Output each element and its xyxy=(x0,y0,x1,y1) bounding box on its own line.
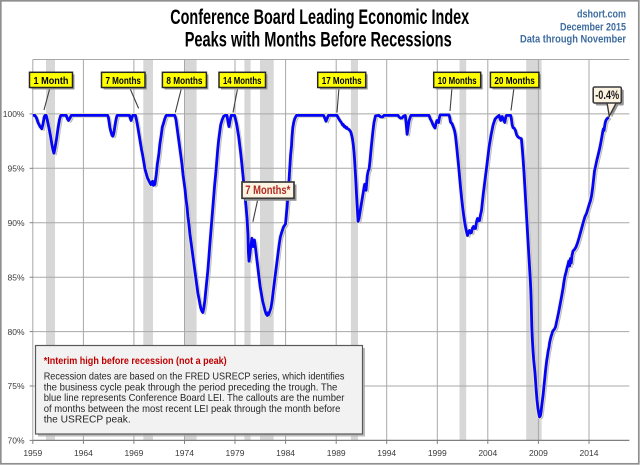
svg-text:80%: 80% xyxy=(7,327,24,337)
svg-text:December 2015: December 2015 xyxy=(560,21,626,33)
svg-text:1959: 1959 xyxy=(23,448,42,458)
svg-text:the business cycle peak throug: the business cycle peak through the peri… xyxy=(44,382,338,393)
svg-text:20 Months: 20 Months xyxy=(494,76,535,87)
svg-text:1989: 1989 xyxy=(327,448,346,458)
svg-text:blue line represents Conferenc: blue line represents Conference Board LE… xyxy=(44,393,345,404)
svg-text:2004: 2004 xyxy=(478,448,497,458)
svg-text:1 Month: 1 Month xyxy=(34,76,69,87)
svg-text:7 Months*: 7 Months* xyxy=(245,183,290,197)
svg-text:of months between the most rec: of months between the most recent LEI pe… xyxy=(44,404,341,415)
svg-text:2009: 2009 xyxy=(529,448,548,458)
svg-text:Data through November: Data through November xyxy=(520,34,627,46)
svg-text:70%: 70% xyxy=(7,436,24,446)
svg-text:1994: 1994 xyxy=(377,448,396,458)
svg-text:1999: 1999 xyxy=(428,448,447,458)
svg-text:10 Months: 10 Months xyxy=(438,76,477,87)
svg-text:1979: 1979 xyxy=(226,448,245,458)
svg-text:1964: 1964 xyxy=(74,448,93,458)
svg-text:85%: 85% xyxy=(7,272,24,282)
svg-text:the USRECP peak.: the USRECP peak. xyxy=(44,415,131,426)
svg-text:7 Months: 7 Months xyxy=(105,76,141,87)
svg-text:75%: 75% xyxy=(7,381,24,391)
svg-text:Peaks with Months Before Reces: Peaks with Months Before Recessions xyxy=(185,28,452,52)
svg-text:-0.4%: -0.4% xyxy=(595,88,619,102)
svg-text:95%: 95% xyxy=(7,164,24,174)
svg-text:1974: 1974 xyxy=(175,448,194,458)
svg-text:dshort.com: dshort.com xyxy=(577,9,626,21)
svg-text:17 Months: 17 Months xyxy=(322,76,362,87)
svg-text:Recession dates are based on t: Recession dates are based on the FRED US… xyxy=(44,372,345,383)
svg-text:*Interim high before recession: *Interim high before recession (not a pe… xyxy=(44,356,227,367)
svg-text:100%: 100% xyxy=(3,109,25,119)
svg-text:14 Months: 14 Months xyxy=(223,76,262,87)
svg-text:8 Months: 8 Months xyxy=(166,76,202,87)
svg-text:90%: 90% xyxy=(7,218,24,228)
svg-text:Conference Board Leading Econo: Conference Board Leading Economic Index xyxy=(170,5,469,29)
svg-text:1984: 1984 xyxy=(276,448,295,458)
svg-text:1969: 1969 xyxy=(124,448,143,458)
svg-text:2014: 2014 xyxy=(580,448,599,458)
